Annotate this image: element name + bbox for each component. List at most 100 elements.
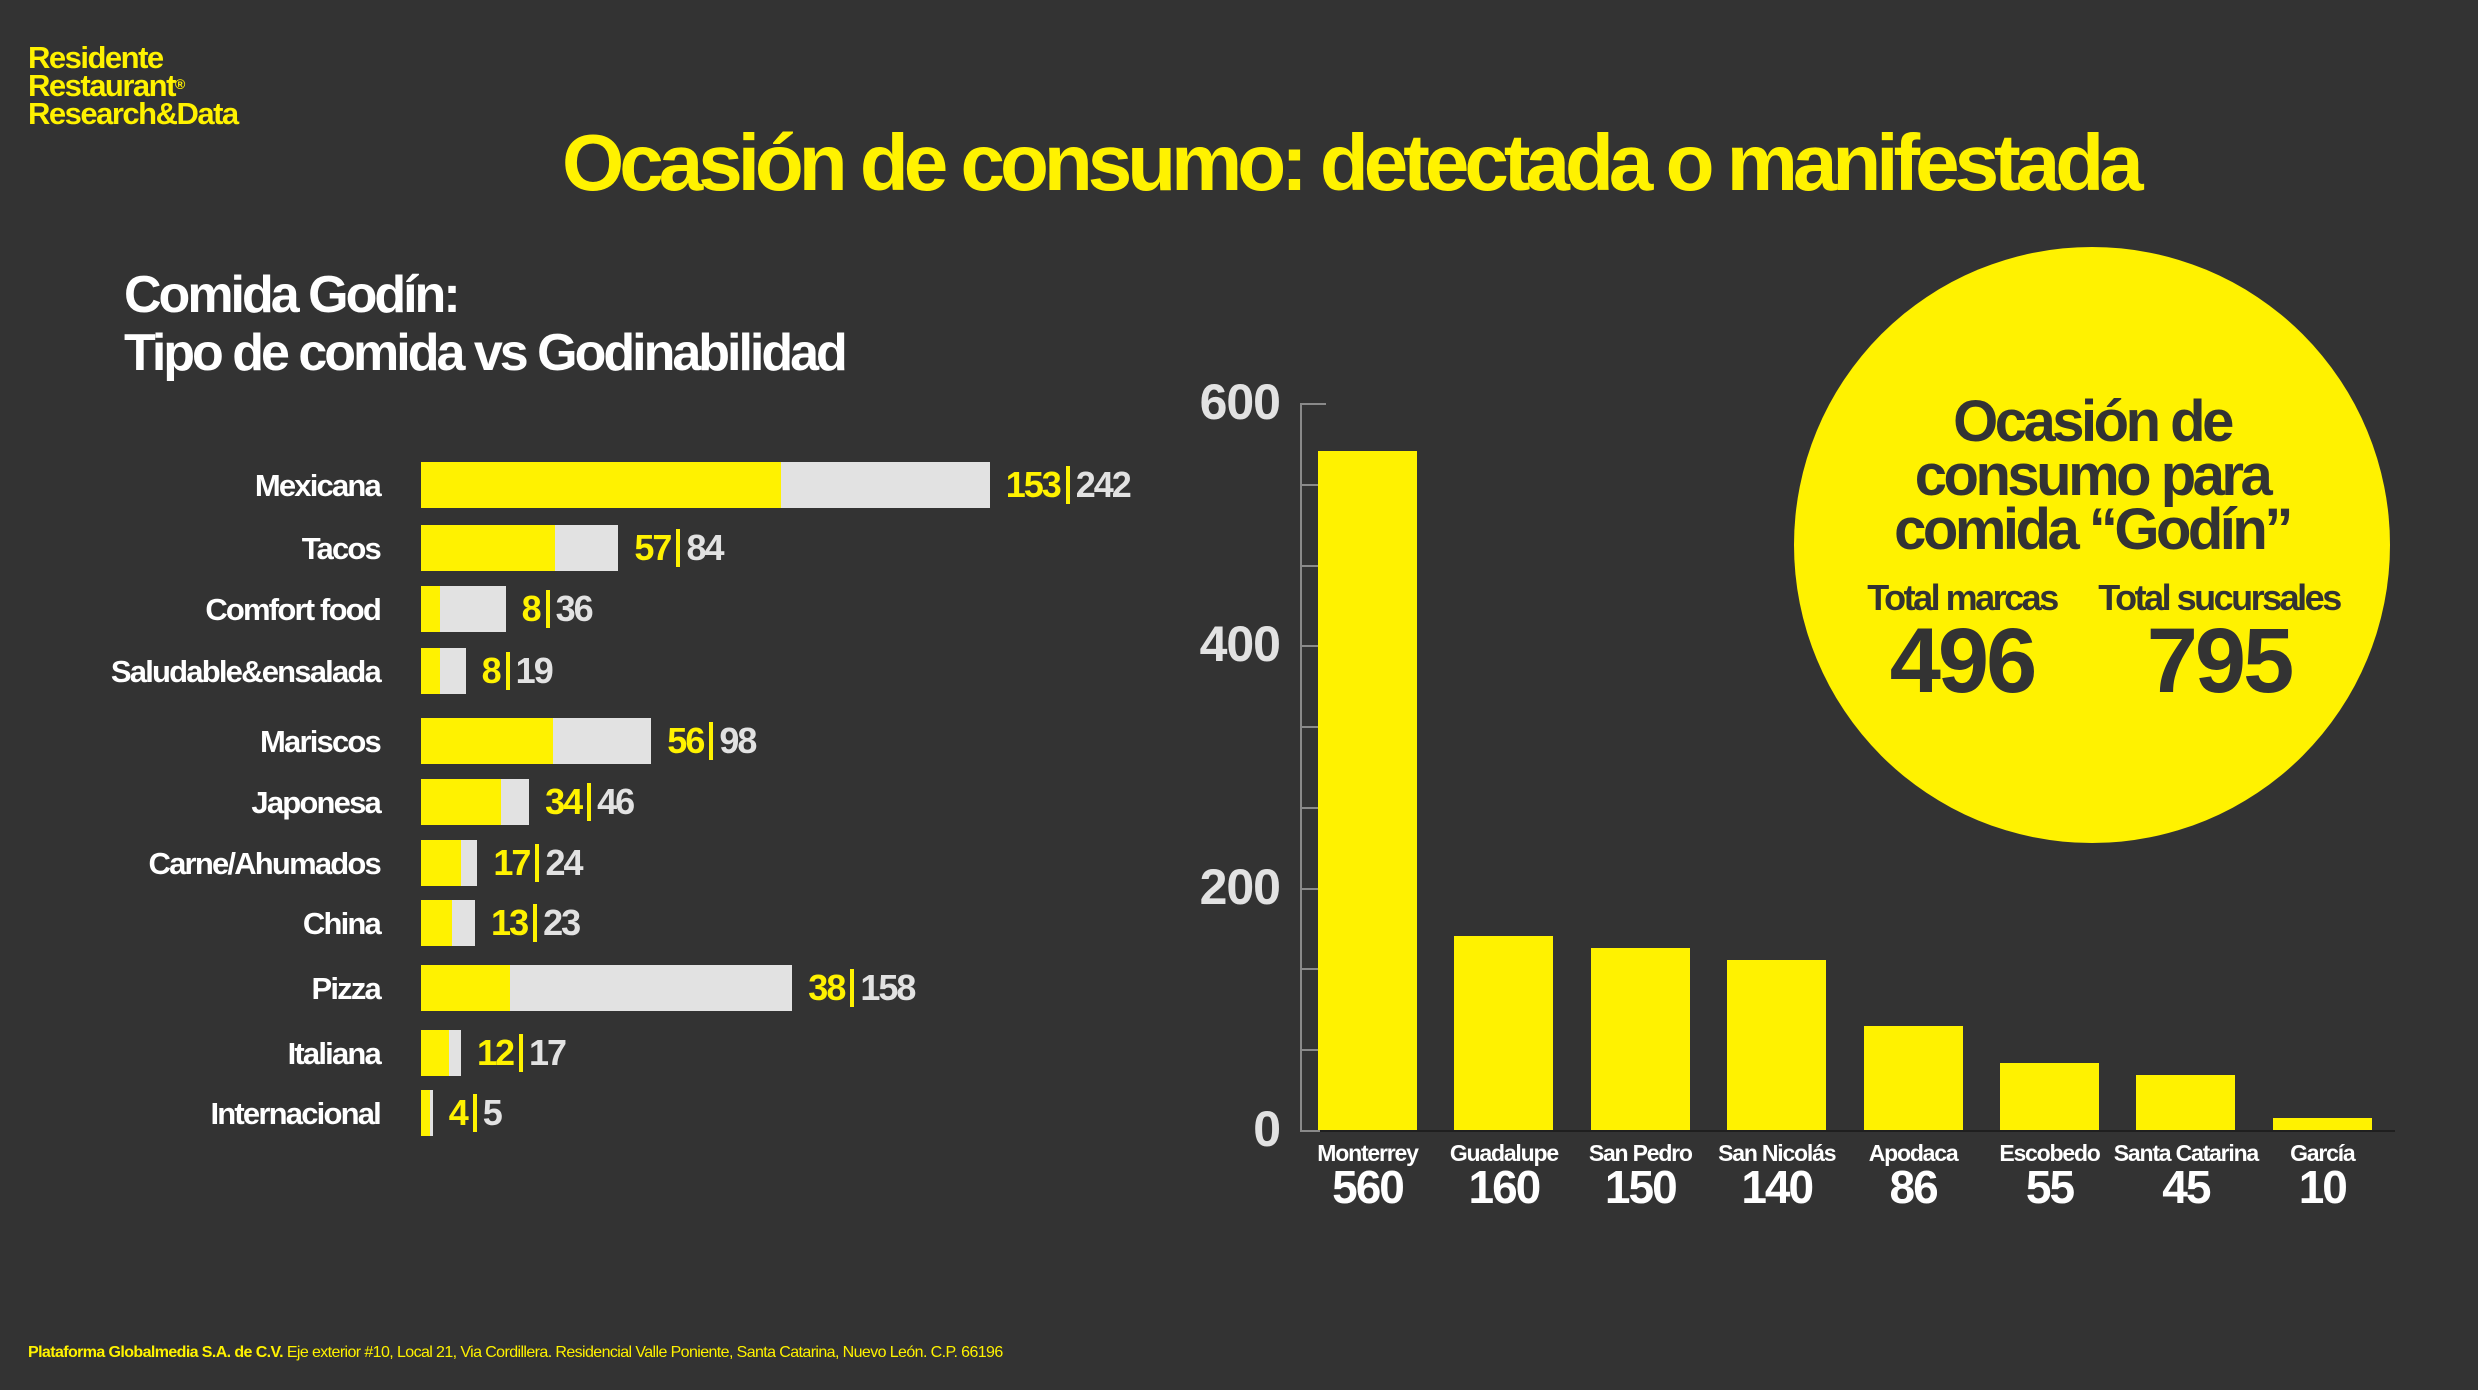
municipality-bar [1454, 936, 1554, 1130]
total-value: 17 [528, 1032, 567, 1073]
category-label: Internacional [210, 1096, 381, 1131]
y-axis-tick [1300, 726, 1320, 729]
x-category-label: San Pedro [1588, 1140, 1693, 1166]
godin-bar [421, 718, 553, 764]
y-axis-tick [1300, 1049, 1320, 1052]
category-label: Pizza [311, 971, 381, 1006]
value-separator [535, 844, 540, 883]
left-chart-title-line-2: Tipo de comida vs Godinabilidad [124, 324, 848, 382]
bar-value-label: 55 [2025, 1161, 2075, 1213]
municipality-bar [2136, 1075, 2236, 1130]
municipality-bar [1863, 1025, 1963, 1130]
x-category-label: Santa Catarina [2113, 1140, 2259, 1166]
bar-value-label: 160 [1468, 1161, 1542, 1213]
summary-title-line-1: Ocasión de [1953, 389, 2234, 454]
y-axis-tick [1300, 403, 1326, 405]
category-label: Japonesa [251, 785, 381, 820]
total-bar [421, 1090, 433, 1136]
total-value: 36 [555, 588, 594, 629]
total-value: 23 [543, 902, 581, 943]
total-brands-value: 496 [1889, 610, 2038, 712]
total-bar [421, 779, 530, 825]
y-axis-tick [1300, 564, 1320, 567]
bar-value-label: 10 [2298, 1161, 2348, 1213]
total-value: 5 [482, 1092, 503, 1133]
godin-bar [421, 1090, 431, 1136]
godin-bar [421, 965, 511, 1011]
total-bar [421, 586, 506, 632]
bar-value-label: 34 46 [545, 779, 635, 825]
footer: Plataforma Globalmedia S.A. de C.V. Eje … [28, 1344, 1003, 1362]
category-label: Comfort food [205, 592, 381, 627]
godin-value: 34 [545, 781, 583, 822]
y-tick-label: 0 [1253, 1101, 1281, 1157]
y-axis-tick [1300, 887, 1320, 890]
x-axis-line [1300, 1130, 2395, 1132]
bar-value-label: 56 98 [667, 718, 757, 764]
y-axis-tick [1300, 483, 1320, 486]
category-label: Mariscos [260, 724, 382, 759]
value-separator [676, 529, 681, 568]
godin-value: 12 [476, 1032, 515, 1073]
category-label: Carne/Ahumados [148, 846, 382, 881]
bar-value-label: 150 [1604, 1161, 1678, 1213]
y-axis-tick [1300, 968, 1320, 971]
registered-mark-icon: ® [174, 76, 186, 92]
x-category-label: San Nicolás [1718, 1140, 1836, 1166]
total-bar [421, 525, 619, 571]
bar-value-label: 12 17 [476, 1030, 567, 1076]
bar-value-label: 38 158 [808, 965, 916, 1011]
y-tick-label: 200 [1199, 858, 1281, 915]
total-brands-stat: Total marcas 496 [1842, 577, 2082, 712]
total-branches-value: 795 [2146, 610, 2295, 712]
value-separator [587, 783, 592, 822]
godin-bar [421, 648, 440, 694]
godin-value: 8 [521, 588, 542, 629]
total-value: 98 [719, 720, 757, 761]
godin-bar [421, 900, 452, 946]
godin-value: 17 [493, 842, 531, 883]
godin-bar [421, 586, 440, 632]
brand-line-1: Residente [28, 40, 164, 75]
total-value: 19 [515, 650, 554, 691]
bar-value-label: 86 [1889, 1161, 1939, 1213]
brand-line-2-text: Restaurant [28, 68, 176, 103]
total-bar [421, 1030, 461, 1076]
bar-value-label: 560 [1332, 1161, 1405, 1213]
godin-bar [421, 525, 555, 571]
municipality-bar [1727, 960, 1827, 1130]
total-bar [421, 900, 476, 946]
page-title: Ocasión de consumo: detectada o manifest… [562, 118, 2144, 207]
total-branches-stat: Total sucursales 795 [2084, 577, 2354, 712]
summary-title: Ocasión de consumo para comida “Godín” [1794, 389, 2390, 559]
total-branches-label: Total sucursales [2098, 577, 2342, 618]
value-separator [518, 1034, 523, 1073]
bar-value-label: 153 242 [1006, 462, 1132, 508]
x-category-label: Monterrey [1317, 1140, 1419, 1166]
category-label: Tacos [301, 531, 382, 566]
brand-logo: Residente Restaurant® Research&Data [28, 40, 239, 129]
bar-value-label: 17 24 [493, 840, 583, 886]
category-label: Italiana [287, 1036, 382, 1071]
value-separator [850, 969, 855, 1008]
x-category-label: Apodaca [1868, 1140, 1959, 1166]
total-bar [421, 718, 652, 764]
bar-value-label: 13 23 [491, 900, 581, 946]
municipality-bar [1318, 451, 1417, 1130]
value-separator [505, 652, 510, 691]
value-separator [1065, 466, 1070, 505]
x-category-label: Escobedo [1999, 1140, 2101, 1166]
godin-bar [421, 840, 461, 886]
y-tick-label: 400 [1199, 616, 1281, 673]
y-axis-tick [1300, 645, 1320, 648]
total-value: 242 [1075, 464, 1132, 505]
total-bar [421, 462, 990, 508]
godin-value: 57 [634, 527, 672, 568]
brand-line-2: Restaurant® [28, 70, 238, 101]
y-axis-line [1300, 403, 1302, 1130]
value-separator [545, 590, 550, 629]
value-separator [472, 1094, 477, 1133]
bar-value-label: 45 [2162, 1161, 2211, 1213]
